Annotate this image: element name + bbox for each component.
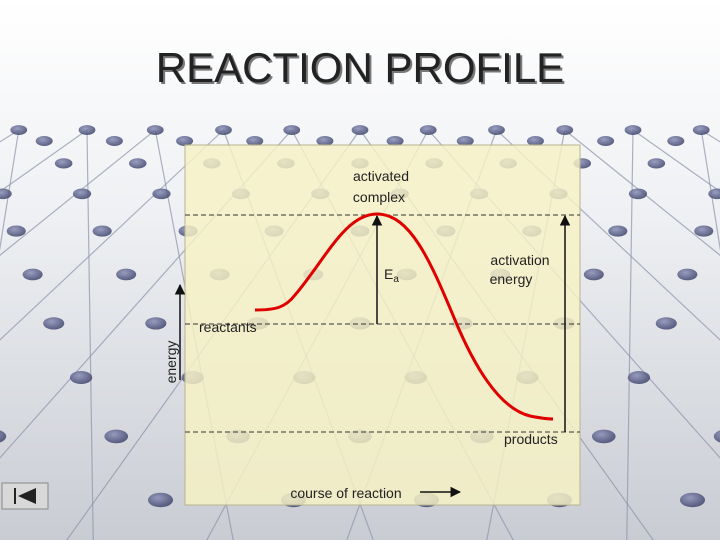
grid-node bbox=[22, 268, 43, 281]
grid-node bbox=[116, 268, 137, 281]
title-shadow: REACTION PROFILE bbox=[158, 46, 566, 93]
grid-line bbox=[564, 129, 720, 256]
reaction-curve bbox=[254, 212, 554, 421]
levels bbox=[185, 214, 580, 433]
grid-node bbox=[556, 125, 574, 135]
grid-node bbox=[152, 188, 171, 200]
grid-node bbox=[624, 125, 642, 135]
grid-node bbox=[35, 135, 53, 147]
grid-node bbox=[628, 188, 648, 200]
activation-energy-line1: activation bbox=[490, 252, 549, 268]
grid-line bbox=[626, 129, 634, 540]
grid-node bbox=[43, 317, 65, 330]
grid-node bbox=[215, 125, 232, 135]
grid-node bbox=[679, 492, 706, 508]
grid-node bbox=[10, 125, 28, 135]
back-button-arrow bbox=[18, 488, 36, 504]
activated-complex-line2: complex bbox=[353, 189, 405, 205]
grid-node bbox=[78, 125, 96, 135]
back-button[interactable] bbox=[1, 482, 49, 510]
reactants-label: reactants bbox=[199, 319, 257, 335]
grid-node bbox=[456, 135, 474, 147]
grid-node bbox=[488, 125, 505, 135]
grid-line bbox=[0, 129, 224, 341]
grid-node bbox=[419, 125, 437, 135]
grid-node bbox=[104, 429, 129, 444]
products-label: products bbox=[504, 431, 558, 447]
grid-node bbox=[54, 158, 73, 169]
grid-node bbox=[647, 158, 666, 169]
grid-node bbox=[627, 371, 651, 384]
grid-node bbox=[526, 135, 544, 147]
back-button-bar bbox=[14, 488, 16, 504]
grid-node bbox=[597, 135, 615, 147]
grid-node bbox=[591, 429, 616, 444]
grid-node bbox=[316, 135, 334, 147]
grid-node bbox=[146, 125, 164, 135]
grid-node bbox=[147, 492, 174, 508]
grid-node bbox=[386, 135, 404, 147]
labels: activated complex Ea activation energy r… bbox=[163, 168, 558, 501]
diagram-panel bbox=[184, 144, 581, 506]
grid-node bbox=[608, 225, 628, 237]
activated-complex-line1: activated bbox=[353, 168, 409, 184]
energy-axis-label: energy bbox=[163, 341, 179, 384]
grid-node bbox=[176, 135, 194, 147]
grid-line bbox=[0, 129, 156, 256]
grid-node bbox=[72, 188, 92, 200]
grid-node bbox=[105, 135, 123, 147]
grid-node bbox=[655, 317, 677, 330]
grid-line bbox=[86, 129, 94, 540]
grid-line bbox=[0, 129, 20, 252]
grid-node bbox=[667, 135, 685, 147]
ea-label: Ea bbox=[384, 266, 399, 285]
grid-node bbox=[583, 268, 604, 281]
grid-node bbox=[713, 430, 720, 443]
grid-line bbox=[700, 129, 720, 252]
grid-node bbox=[69, 371, 93, 384]
grid-node bbox=[128, 158, 147, 169]
grid-node bbox=[351, 125, 369, 135]
grid-node bbox=[92, 225, 112, 237]
grid-node bbox=[283, 125, 301, 135]
activation-energy-line2: energy bbox=[490, 271, 533, 287]
grid-node bbox=[6, 225, 26, 237]
grid-node bbox=[246, 135, 264, 147]
grid-node bbox=[0, 188, 12, 200]
ea-symbol: E bbox=[384, 266, 393, 282]
title: REACTION PROFILE bbox=[156, 44, 564, 91]
grid-node bbox=[677, 268, 698, 281]
course-label: course of reaction bbox=[290, 485, 401, 501]
grid-node bbox=[145, 317, 167, 330]
ea-subscript: a bbox=[393, 274, 399, 285]
grid-node bbox=[708, 188, 720, 200]
grid-node bbox=[692, 125, 710, 135]
grid-node bbox=[0, 430, 7, 443]
grid-node bbox=[694, 225, 714, 237]
